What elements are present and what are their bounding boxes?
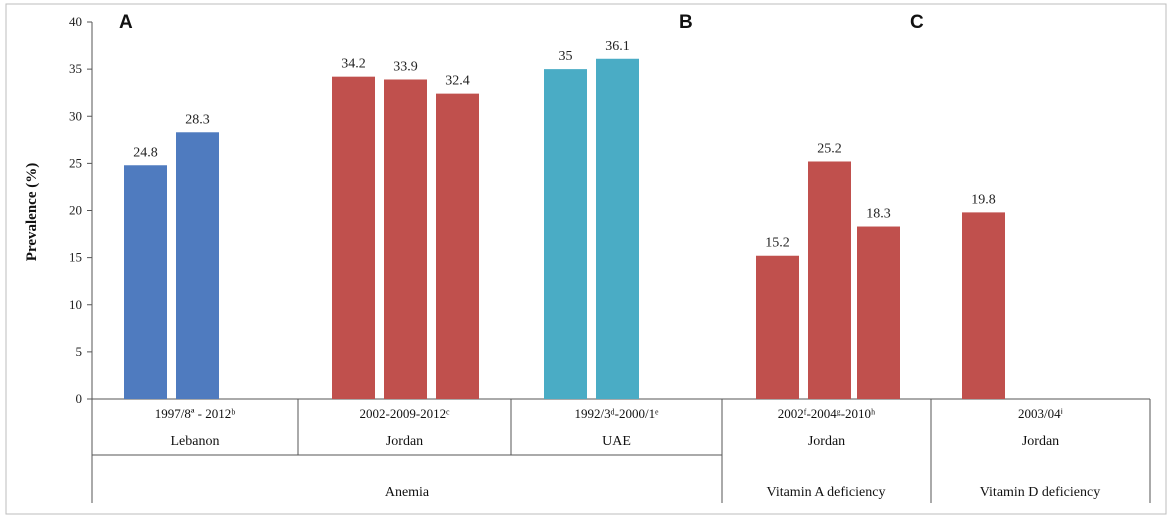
data-label: 33.9	[393, 59, 418, 74]
bar-jordan-4-2	[808, 161, 851, 399]
panel-labels: A B C	[119, 12, 924, 33]
country-label: Lebanon	[171, 434, 220, 449]
bar-jordan-2-3	[436, 93, 479, 399]
panel-label-a: A	[119, 12, 133, 33]
y-tick-label: 10	[69, 297, 82, 312]
y-tick-label: 25	[69, 155, 82, 170]
bar-jordan-4-1	[756, 255, 799, 399]
country-label: UAE	[602, 434, 631, 449]
y-tick-label: 30	[69, 108, 82, 123]
data-label: 35	[559, 49, 573, 64]
panel-label-c: C	[910, 12, 924, 33]
data-label: 28.3	[185, 112, 210, 127]
y-tick-label: 35	[69, 61, 82, 76]
data-label: 19.8	[971, 192, 996, 207]
data-label: 34.2	[341, 57, 366, 72]
country-label: Jordan	[1022, 434, 1059, 449]
period-label: 2002-2009-2012ᶜ	[360, 406, 451, 421]
indicator-label: Vitamin A deficiency	[767, 485, 886, 500]
country-label: Jordan	[386, 434, 423, 449]
bar-jordan-4-3	[857, 226, 900, 399]
bar-lebanon-1-1	[124, 165, 167, 399]
panel-label-b: B	[679, 12, 693, 33]
data-label: 15.2	[765, 236, 790, 251]
bar-uae-3-2	[596, 58, 639, 399]
country-label: Jordan	[808, 434, 845, 449]
data-label: 36.1	[605, 39, 630, 54]
period-label: 2003/04ⁱ	[1018, 406, 1063, 421]
y-tick-label: 20	[69, 203, 82, 218]
data-label: 18.3	[866, 207, 891, 222]
bar-jordan-2-2	[384, 79, 427, 400]
period-label: 1992/3ᵈ-2000/1ᵉ	[575, 406, 660, 421]
chart-frame	[5, 3, 1167, 515]
bar-jordan-2-1	[332, 76, 375, 399]
bar-jordan-5-1	[962, 212, 1005, 399]
category-table: 1997/8ª - 2012ᵇ Lebanon 2002-2009-2012ᶜ Jor…	[91, 399, 1151, 503]
bar-uae-3-1	[544, 69, 587, 399]
bars	[124, 58, 1005, 400]
data-label: 24.8	[133, 145, 158, 160]
period-label: 2002ᶠ-2004ᵍ-2010ʰ	[778, 406, 875, 421]
y-axis-label: Prevalence (%)	[24, 163, 40, 261]
y-tick-label: 40	[69, 14, 82, 29]
bar-lebanon-1-2	[176, 132, 219, 399]
y-tick-label: 0	[76, 391, 83, 406]
y-tick-label: 5	[76, 344, 83, 359]
indicator-label: Anemia	[385, 485, 430, 500]
period-label: 1997/8ª - 2012ᵇ	[155, 406, 236, 421]
indicator-label: Vitamin D deficiency	[980, 485, 1100, 500]
y-tick-label: 15	[69, 250, 82, 265]
data-label: 25.2	[817, 141, 842, 156]
data-labels: 24.8 28.3 34.2 33.9 32.4 35 36.1 15.2 25.2 18.3 19…	[133, 39, 996, 251]
data-label: 32.4	[445, 74, 470, 89]
